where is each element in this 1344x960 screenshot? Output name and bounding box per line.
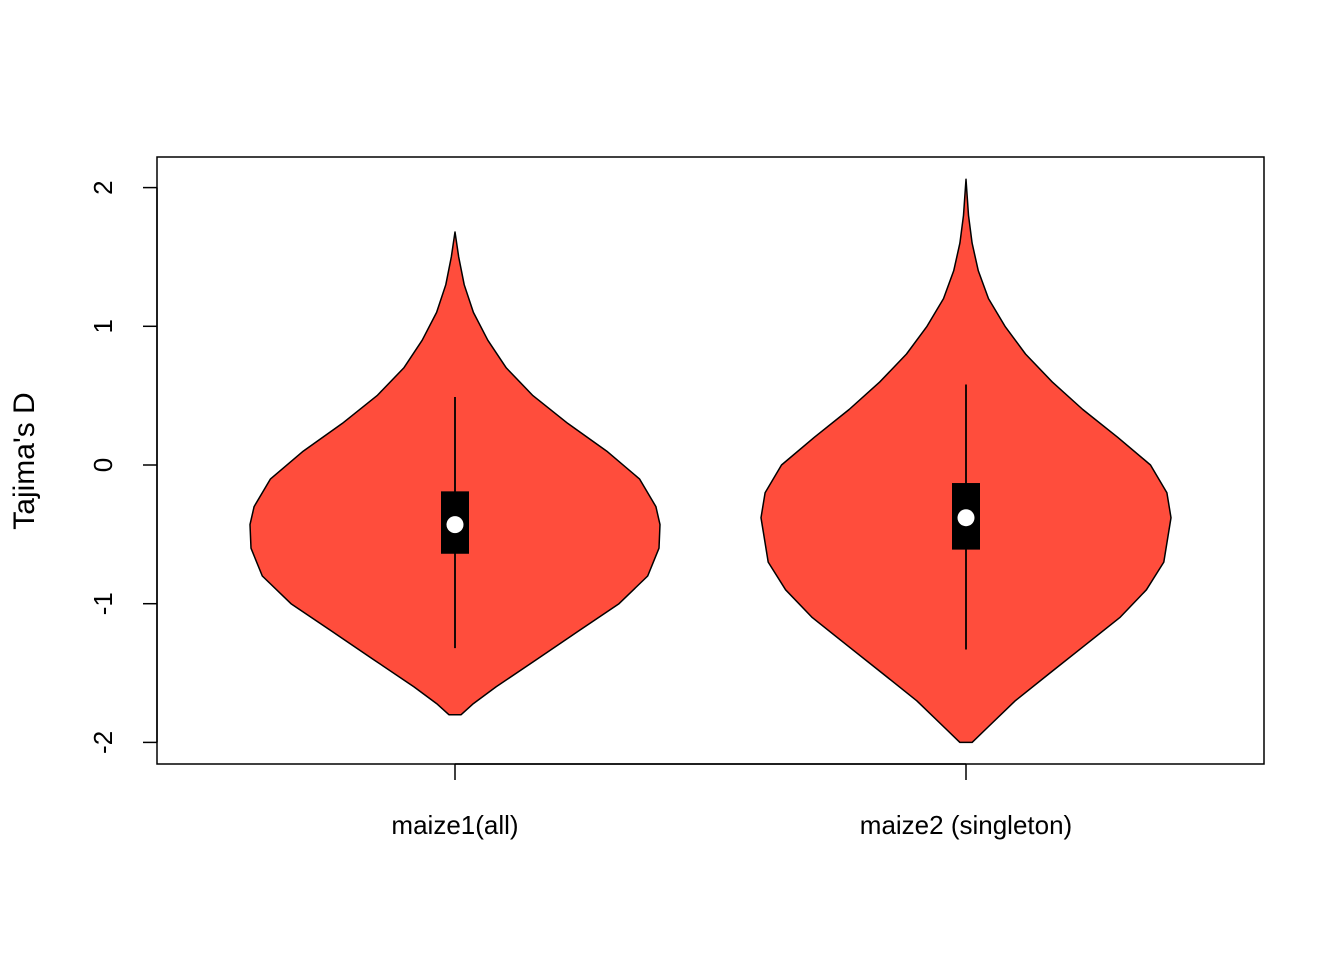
median-point-2 bbox=[957, 509, 975, 527]
y-axis: -2 -1 0 1 2 bbox=[88, 180, 158, 754]
median-point-1 bbox=[446, 516, 464, 534]
y-axis-label: Tajima's D bbox=[8, 392, 41, 529]
y-tick-label: 0 bbox=[88, 458, 118, 472]
y-tick-label: -2 bbox=[88, 731, 118, 754]
y-tick-label: 1 bbox=[88, 319, 118, 333]
plot-marks bbox=[249, 178, 1172, 744]
x-tick-label: maize1(all) bbox=[391, 810, 518, 840]
y-tick-label: 2 bbox=[88, 180, 118, 194]
x-tick-label: maize2 (singleton) bbox=[860, 810, 1072, 840]
y-tick-label: -1 bbox=[88, 592, 118, 615]
x-axis: maize1(all) maize2 (singleton) bbox=[391, 763, 1072, 840]
